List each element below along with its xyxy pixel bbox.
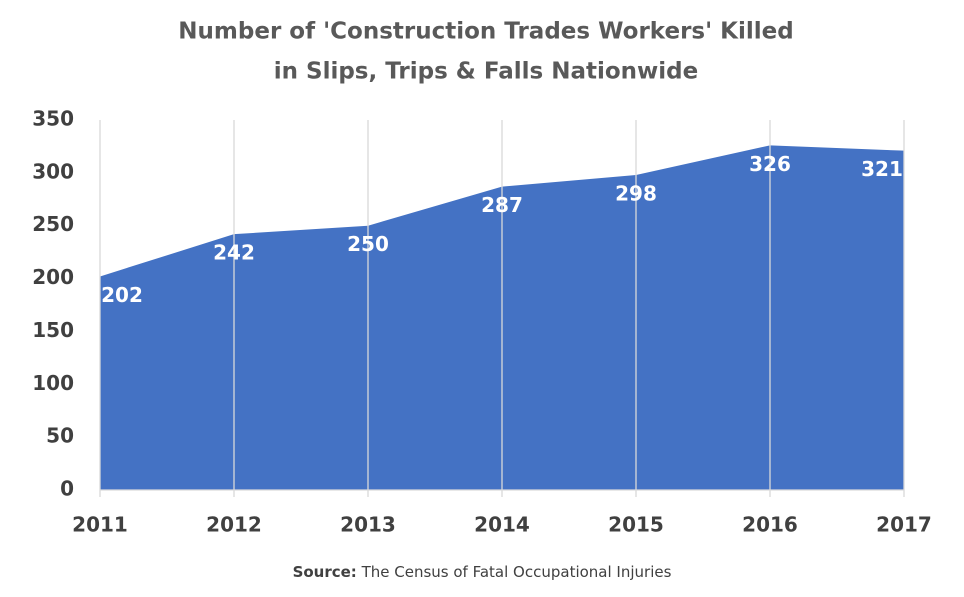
value-label: 250 [347,232,389,256]
source-text: The Census of Fatal Occupational Injurie… [361,563,672,581]
y-tick-label: 350 [32,107,74,131]
y-tick-label: 300 [32,159,74,183]
x-tick-label: 2013 [340,513,396,537]
source: Source: The Census of Fatal Occupational… [293,563,672,581]
value-label: 326 [749,152,791,176]
value-label: 242 [213,241,255,265]
y-tick-label: 100 [32,371,74,395]
x-tick-label: 2016 [742,513,798,537]
source-label: Source: [293,563,357,581]
value-label: 298 [615,181,657,205]
y-tick-label: 250 [32,212,74,236]
y-tick-label: 150 [32,318,74,342]
chart-title: in Slips, Trips & Falls Nationwide [274,59,698,85]
chart-title: Number of 'Construction Trades Workers' … [178,19,793,45]
x-tick-label: 2014 [474,513,530,537]
y-tick-label: 200 [32,265,74,289]
x-tick-label: 2011 [72,513,128,537]
y-tick-label: 50 [46,424,74,448]
x-tick-label: 2012 [206,513,262,537]
y-tick-label: 0 [60,477,74,501]
x-tick-label: 2015 [608,513,664,537]
x-tick-label: 2017 [876,513,932,537]
value-label: 321 [861,157,903,181]
value-label: 287 [481,193,523,217]
value-label: 202 [101,283,143,307]
